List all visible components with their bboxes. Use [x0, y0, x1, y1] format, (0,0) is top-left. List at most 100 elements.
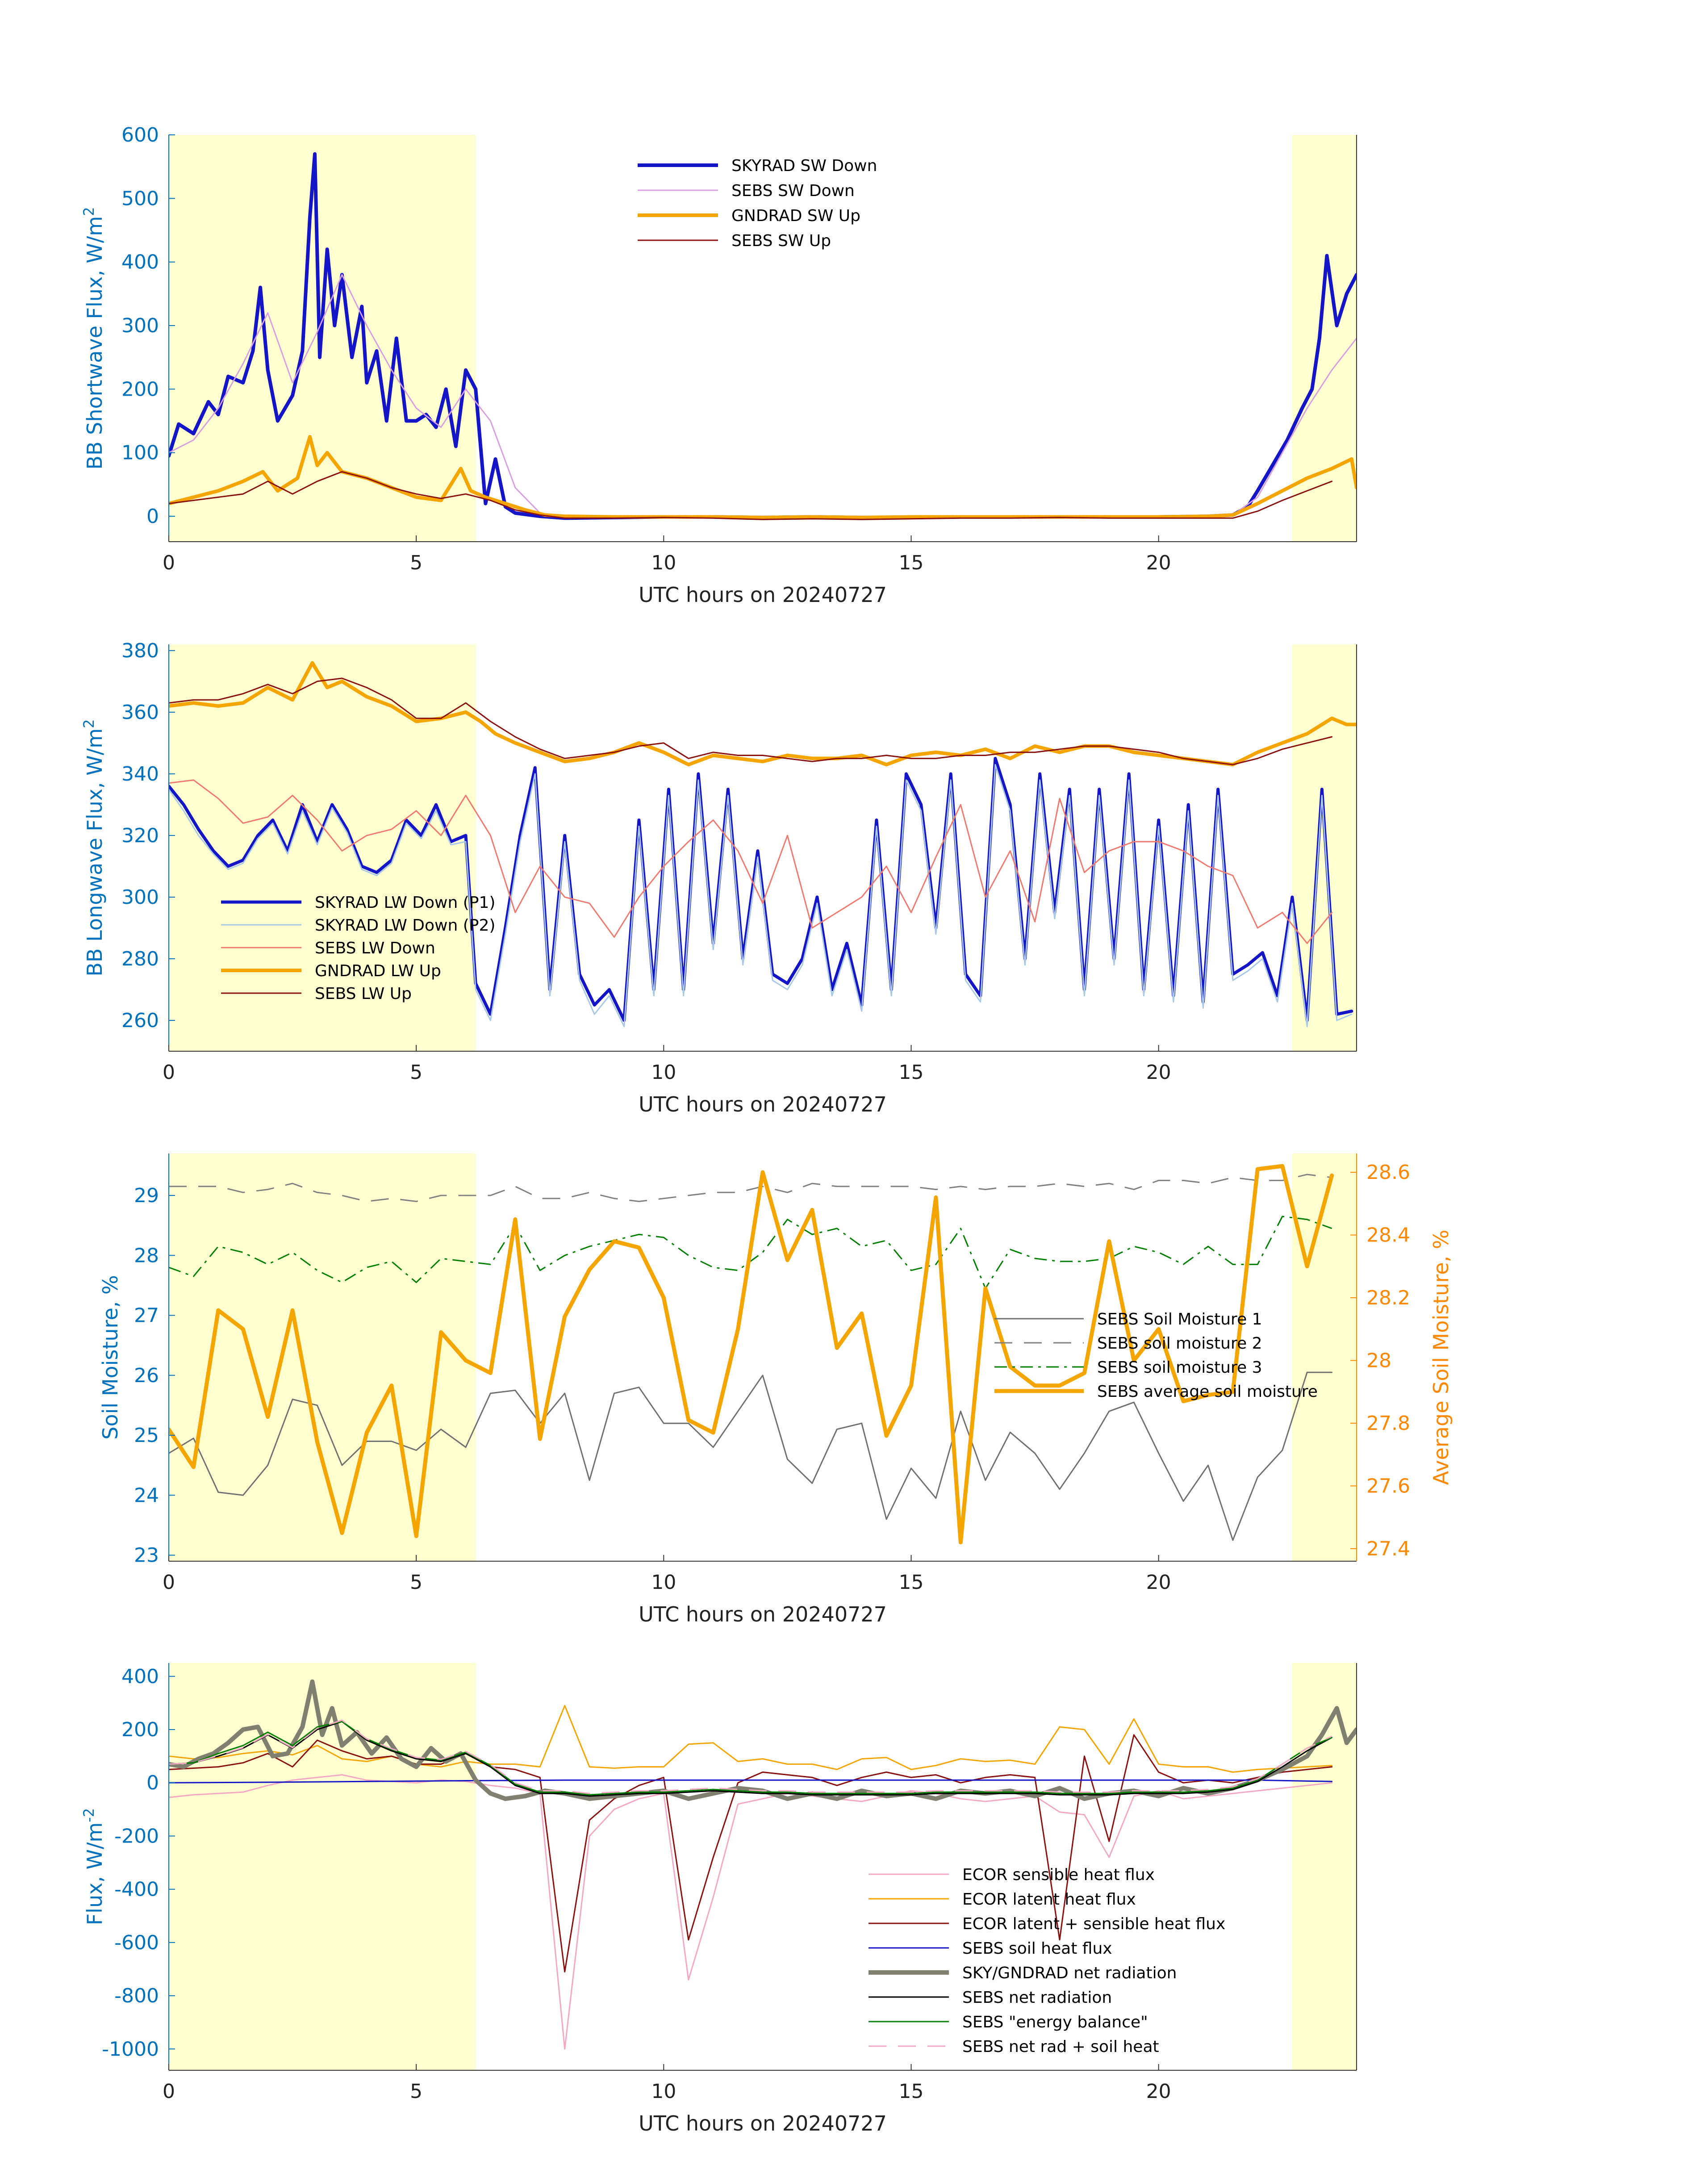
y-tick-label: 500	[121, 187, 159, 210]
night-band-2	[1292, 1663, 1357, 2070]
series-group	[169, 1679, 1357, 2050]
x-tick-label: 20	[1146, 2080, 1171, 2103]
series-group	[169, 152, 1357, 520]
chart-panel-3: 0 5 10 15 20 23 24 25 26 27 28 29 27.4 27.6 27.8 28 28.2…	[98, 1153, 1453, 1626]
legend-label-6: SEBS net radiation	[962, 1989, 1112, 2007]
y2-axis-label: Average Soil Moisture, %	[1429, 1230, 1453, 1485]
x-tick-label: 10	[651, 1061, 676, 1084]
night-band-2	[1292, 135, 1357, 542]
series-line-4	[169, 1164, 1334, 1545]
x-axis-label: UTC hours on 20240727	[639, 1602, 887, 1626]
y-tick-label: 23	[134, 1544, 159, 1567]
series-line-1	[169, 1774, 1333, 2050]
legend-label-2: ECOR latent heat flux	[962, 1890, 1136, 1909]
x-tick-label: 5	[410, 1061, 422, 1084]
night-band-1	[169, 1153, 476, 1561]
series-line-4	[169, 1779, 1333, 1784]
y-tick-label: 340	[121, 763, 159, 786]
x-tick-label: 0	[163, 1061, 175, 1084]
legend: SKYRAD SW Down SEBS SW Down GNDRAD SW Up SE…	[638, 157, 877, 250]
x-tick-label: 0	[163, 552, 175, 574]
y-tick-label: 280	[121, 948, 159, 970]
legend: SEBS Soil Moisture 1 SEBS soil moisture 2…	[994, 1310, 1318, 1401]
x-tick-label: 10	[651, 552, 676, 574]
chart-panel-2: 0 5 10 15 20 260 280 300 320 340 360 380 UTC hours o…	[80, 639, 1357, 1116]
y-tick-label: -200	[114, 1825, 159, 1847]
y-tick-label: 29	[134, 1184, 159, 1207]
y-tick-label: 400	[121, 251, 159, 274]
series-line-5	[169, 677, 1333, 765]
y-axis-label: BB Longwave Flux, W/m2	[80, 719, 107, 976]
x-tick-label: 5	[410, 552, 422, 574]
legend-label-7: SEBS "energy balance"	[962, 2013, 1148, 2031]
x-tick-label: 20	[1146, 1571, 1171, 1594]
series-line-2	[169, 1705, 1333, 1773]
legend-label-1: SKYRAD SW Down	[731, 157, 877, 175]
y-tick-label: 200	[121, 378, 159, 401]
y-tick-label: 26	[134, 1364, 159, 1387]
series-group	[169, 661, 1357, 1028]
y2-tick-label: 27.6	[1366, 1475, 1410, 1497]
y2-tick-label: 27.4	[1366, 1538, 1410, 1560]
legend-label-2: SKYRAD LW Down (P2)	[315, 916, 495, 935]
series-line-3	[169, 1734, 1333, 1972]
y-tick-label: 28	[134, 1244, 159, 1267]
legend-label-4: SEBS SW Up	[731, 232, 831, 250]
legend-label-3: SEBS LW Down	[315, 939, 435, 957]
y2-tick-label: 27.8	[1366, 1412, 1410, 1435]
legend-label-4: GNDRAD LW Up	[315, 962, 441, 980]
y-tick-label: 25	[134, 1424, 159, 1447]
y2-tick-label: 28.2	[1366, 1287, 1410, 1309]
series-line-8	[169, 1719, 1332, 1794]
y2-tick-label: 28	[1366, 1350, 1391, 1372]
legend-label-5: SKY/GNDRAD net radiation	[962, 1964, 1177, 1982]
y-tick-label: 320	[121, 824, 159, 847]
y-tick-label: 24	[134, 1484, 159, 1507]
x-tick-label: 15	[899, 1571, 924, 1594]
legend-label-1: ECOR sensible heat flux	[962, 1866, 1155, 1884]
series-line-6	[169, 1721, 1333, 1797]
y-tick-label: 200	[121, 1718, 159, 1741]
y-tick-label: -600	[114, 1931, 159, 1954]
legend-label-1: SEBS Soil Moisture 1	[1097, 1310, 1262, 1329]
legend-label-3: SEBS soil moisture 3	[1097, 1358, 1262, 1377]
series-line-4	[169, 471, 1333, 520]
y-tick-label: 0	[146, 505, 159, 528]
y-axis-label: BB Shortwave Flux, W/m2	[80, 207, 107, 469]
series-group	[169, 1164, 1334, 1545]
series-line-3	[169, 779, 1333, 944]
y-tick-label: -400	[114, 1878, 159, 1901]
night-band-1	[169, 644, 476, 1051]
y2-tick-label: 28.6	[1366, 1161, 1410, 1184]
night-band-2	[1292, 1153, 1357, 1561]
x-tick-label: 20	[1146, 1061, 1171, 1084]
legend: ECOR sensible heat flux ECOR latent heat …	[869, 1866, 1225, 2056]
series-line-4	[169, 661, 1357, 767]
series-line-3	[169, 435, 1357, 519]
y-axis-label: Flux, W/m-2	[80, 1808, 107, 1926]
legend: SKYRAD LW Down (P1) SKYRAD LW Down (P2) SE…	[221, 894, 495, 1003]
y-tick-label: 27	[134, 1304, 159, 1327]
x-tick-label: 15	[899, 552, 924, 574]
legend-label-4: SEBS soil heat flux	[962, 1939, 1112, 1958]
x-tick-label: 10	[651, 2080, 676, 2103]
y-tick-label: 0	[146, 1772, 159, 1794]
y-tick-label: 360	[121, 701, 159, 724]
x-tick-label: 0	[163, 1571, 175, 1594]
x-tick-label: 20	[1146, 552, 1171, 574]
x-axis-label: UTC hours on 20240727	[639, 1092, 887, 1116]
x-axis-label: UTC hours on 20240727	[639, 583, 887, 607]
x-tick-label: 5	[410, 2080, 422, 2103]
x-tick-label: 0	[163, 2080, 175, 2103]
series-line-2	[169, 764, 1353, 1028]
x-tick-label: 10	[651, 1571, 676, 1594]
legend-label-3: GNDRAD SW Up	[731, 207, 860, 225]
legend-label-4: SEBS average soil moisture	[1097, 1383, 1318, 1401]
y-tick-label: -800	[114, 1985, 159, 2007]
legend-label-2: SEBS soil moisture 2	[1097, 1334, 1262, 1353]
y-tick-label: -1000	[102, 2038, 159, 2060]
chart-panel-4: 0 5 10 15 20 -1000 -800 -600 -400 -200 0 200 400 UTC …	[80, 1663, 1357, 2135]
y-tick-label: 100	[121, 442, 159, 464]
